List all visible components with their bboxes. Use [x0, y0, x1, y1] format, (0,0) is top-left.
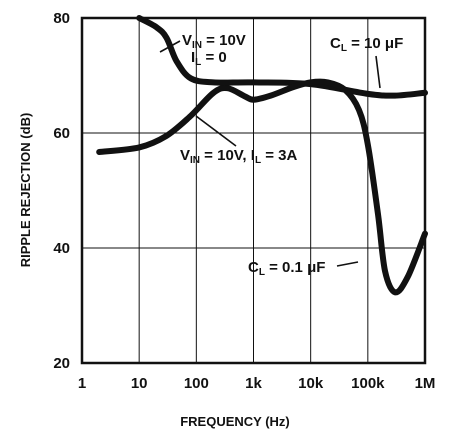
- annotation-il-symbol: I: [191, 49, 195, 66]
- y-tick-label-60: 60: [53, 125, 70, 142]
- annotation-cl-symbol: C: [330, 35, 341, 52]
- annotation-vin-10v: VIN = 10V: [182, 32, 246, 51]
- y-tick-label-40: 40: [53, 240, 70, 257]
- annotation-cl-value: = 10 μF: [347, 35, 403, 52]
- annotation-cl-0p1uf: CL = 0.1 μF: [248, 259, 325, 278]
- annotation-cl-subscript: L: [341, 43, 347, 54]
- x-tick-label-1k: 1k: [245, 375, 262, 392]
- annotation-cl-10uf: CL = 10 μF: [330, 35, 403, 54]
- leader-cl-0p1uf: [336, 261, 359, 267]
- y-tick-label-20: 20: [53, 355, 70, 372]
- annotation-cl2-value: = 0.1 μF: [265, 259, 325, 276]
- x-tick-label-100k: 100k: [351, 375, 385, 392]
- leader-cl-10uf: [375, 55, 381, 89]
- y-tick-label-80: 80: [53, 10, 70, 27]
- annotation-vin-10v-il-3a: VIN = 10V, IL = 3A: [180, 147, 297, 166]
- x-tick-label-1M: 1M: [415, 375, 436, 392]
- annotation-cl2-subscript: L: [259, 267, 265, 278]
- annotation-cl2-symbol: C: [248, 259, 259, 276]
- annotation-vin2-value: = 10V, I: [200, 147, 255, 164]
- x-tick-label-10k: 10k: [298, 375, 324, 392]
- annotations: VIN = 10V IL = 0 CL = 10 μF VIN = 10V, I…: [159, 32, 403, 278]
- annotation-il-value: = 0: [201, 49, 226, 66]
- series-line-vin10_il3A: [96, 78, 428, 296]
- x-tick-label-10: 10: [131, 375, 148, 392]
- annotation-il-subscript: L: [195, 57, 201, 68]
- plot-border: [80, 16, 427, 365]
- plot-frame: [80, 16, 427, 365]
- tick-labels: 1 10 100 1k 10k 100k 1M 20 40 60 80: [53, 10, 435, 392]
- annotation-vin-symbol: V: [182, 32, 192, 49]
- annotation-il2-value: = 3A: [261, 147, 297, 164]
- x-axis-label: FREQUENCY (Hz): [180, 414, 290, 429]
- annotation-vin-subscript: IN: [192, 40, 202, 51]
- annotation-vin2-symbol: V: [180, 147, 190, 164]
- y-axis-label: RIPPLE REJECTION (dB): [18, 113, 33, 268]
- x-tick-label-100: 100: [184, 375, 209, 392]
- leader-vin-10v-il-3a: [195, 115, 237, 147]
- x-tick-label-1: 1: [78, 375, 86, 392]
- annotation-vin-value: = 10V: [202, 32, 246, 49]
- annotation-il-0: IL = 0: [191, 49, 227, 68]
- annotation-il2-subscript: L: [255, 155, 261, 166]
- grid: [82, 18, 425, 363]
- series-line-vin10_il0_cl10uF: [136, 15, 428, 99]
- leader-vin-10v: [159, 40, 181, 53]
- annotation-vin2-subscript: IN: [190, 155, 200, 166]
- curves: [96, 15, 428, 296]
